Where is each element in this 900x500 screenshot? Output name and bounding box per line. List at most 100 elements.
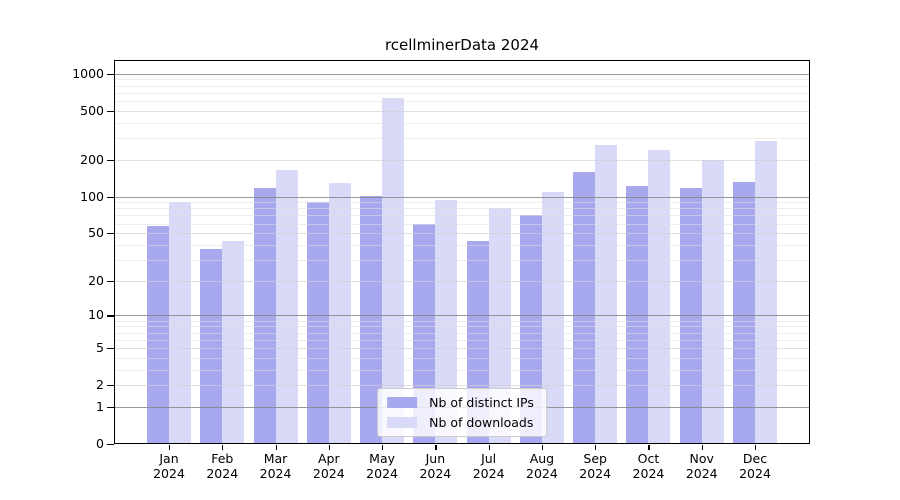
x-tick-month: May <box>369 451 395 466</box>
x-tick-label-jun: Jun 2024 <box>405 451 465 481</box>
bars-layer <box>114 60 810 444</box>
bar-ips-nov <box>679 188 702 444</box>
y-tick-label-50: 50 <box>88 225 104 241</box>
x-tick-month: Apr <box>318 451 340 466</box>
y-tick-mark-10 <box>107 315 114 317</box>
y-tick-mark-2 <box>107 385 114 387</box>
x-tick-year: 2024 <box>153 466 185 481</box>
x-tick-month: Jun <box>425 451 446 466</box>
bar-downloads-mar <box>275 169 298 444</box>
y-tick-label-1000: 1000 <box>72 65 104 81</box>
y-tick-mark-1000 <box>107 73 114 75</box>
x-tick-label-dec: Dec 2024 <box>725 451 785 481</box>
bar-ips-mar <box>253 188 276 444</box>
x-tick-mark-aug <box>541 445 544 450</box>
x-tick-mark-may <box>382 445 384 450</box>
bar-downloads-dec <box>755 141 777 444</box>
x-tick-label-jan: Jan 2024 <box>139 451 199 481</box>
x-tick-mark-nov <box>701 445 703 450</box>
y-tick-label-1: 1 <box>96 398 104 414</box>
y-tick-label-5: 5 <box>96 339 104 355</box>
y-tick-mark-0 <box>107 444 114 446</box>
x-tick-year: 2024 <box>632 466 665 481</box>
x-tick-year: 2024 <box>419 466 452 481</box>
bar-ips-may <box>360 195 383 444</box>
legend-label-distinct-ips: Nb of distinct IPs <box>429 395 534 410</box>
x-tick-mark-jun <box>435 445 437 450</box>
bar-ips-aug <box>519 214 542 444</box>
bar-downloads-jun <box>435 200 458 444</box>
x-tick-month: Nov <box>689 451 714 466</box>
y-tick-label-500: 500 <box>80 102 104 118</box>
y-tick-mark-200 <box>107 159 114 161</box>
bar-downloads-jul <box>488 207 511 444</box>
y-tick-mark-50 <box>107 233 114 235</box>
x-tick-mark-jan <box>169 445 171 450</box>
x-tick-month: Sep <box>583 451 607 466</box>
bar-downloads-feb <box>222 241 245 444</box>
legend: Nb of distinct IPs Nb of downloads <box>377 388 547 437</box>
bar-downloads-aug <box>541 191 564 444</box>
bar-downloads-oct <box>648 149 671 444</box>
x-tick-year: 2024 <box>526 466 558 481</box>
x-tick-label-apr: Apr 2024 <box>299 451 359 481</box>
y-tick-label-2: 2 <box>96 377 104 393</box>
bar-ips-feb <box>200 248 223 444</box>
y-tick-label-20: 20 <box>88 272 104 288</box>
y-tick-label-200: 200 <box>80 151 104 167</box>
x-tick-year: 2024 <box>206 466 239 481</box>
x-tick-mark-sep <box>595 445 597 450</box>
bar-downloads-nov <box>701 159 724 444</box>
bar-ips-jan <box>147 226 169 444</box>
x-tick-month: Oct <box>637 451 660 466</box>
plot-area: Nb of distinct IPs Nb of downloads <box>114 60 810 444</box>
x-tick-mark-feb <box>222 445 224 450</box>
legend-swatch-downloads <box>387 417 418 428</box>
x-tick-label-nov: Nov 2024 <box>672 451 732 481</box>
x-tick-label-sep: Sep 2024 <box>565 451 625 481</box>
x-tick-year: 2024 <box>259 466 292 481</box>
x-tick-month: Dec <box>742 451 768 466</box>
x-tick-label-jul: Jul 2024 <box>459 451 519 481</box>
y-tick-mark-5 <box>107 347 114 350</box>
bar-downloads-jan <box>169 202 191 444</box>
x-tick-year: 2024 <box>472 466 505 481</box>
x-tick-year: 2024 <box>685 466 718 481</box>
legend-label-downloads: Nb of downloads <box>429 415 534 430</box>
x-tick-mark-jul <box>488 445 490 450</box>
bar-ips-apr <box>306 201 329 444</box>
x-tick-mark-dec <box>755 445 757 450</box>
x-tick-year: 2024 <box>579 466 612 481</box>
y-tick-label-0: 0 <box>96 436 104 451</box>
x-tick-month: Jul <box>481 451 497 466</box>
x-tick-label-mar: Mar 2024 <box>246 451 306 481</box>
y-tick-mark-500 <box>107 110 114 112</box>
x-tick-mark-mar <box>275 445 277 450</box>
x-tick-month: Jan <box>159 451 179 466</box>
bar-ips-sep <box>573 171 596 444</box>
x-tick-month: Feb <box>211 451 234 466</box>
x-tick-label-aug: Aug 2024 <box>512 451 572 481</box>
bar-downloads-may <box>382 97 405 444</box>
y-tick-mark-1 <box>107 406 114 409</box>
x-tick-year: 2024 <box>366 466 398 481</box>
x-tick-label-feb: Feb 2024 <box>192 451 252 481</box>
bar-ips-oct <box>626 186 649 444</box>
x-tick-year: 2024 <box>739 466 771 481</box>
x-tick-month: Aug <box>529 451 555 466</box>
chart-title: rcellminerData 2024 <box>384 36 540 54</box>
bar-ips-dec <box>733 181 755 444</box>
x-tick-month: Mar <box>263 451 288 466</box>
y-tick-mark-100 <box>107 196 114 198</box>
x-tick-mark-apr <box>328 445 330 450</box>
bar-downloads-apr <box>328 182 351 444</box>
legend-item-distinct-ips: Nb of distinct IPs <box>387 395 534 410</box>
y-tick-mark-20 <box>107 280 114 282</box>
y-tick-label-100: 100 <box>80 188 104 204</box>
x-tick-mark-oct <box>648 445 650 450</box>
legend-item-downloads: Nb of downloads <box>387 415 534 430</box>
x-tick-year: 2024 <box>312 466 345 481</box>
y-tick-label-10: 10 <box>88 307 104 323</box>
x-tick-label-oct: Oct 2024 <box>618 451 678 481</box>
